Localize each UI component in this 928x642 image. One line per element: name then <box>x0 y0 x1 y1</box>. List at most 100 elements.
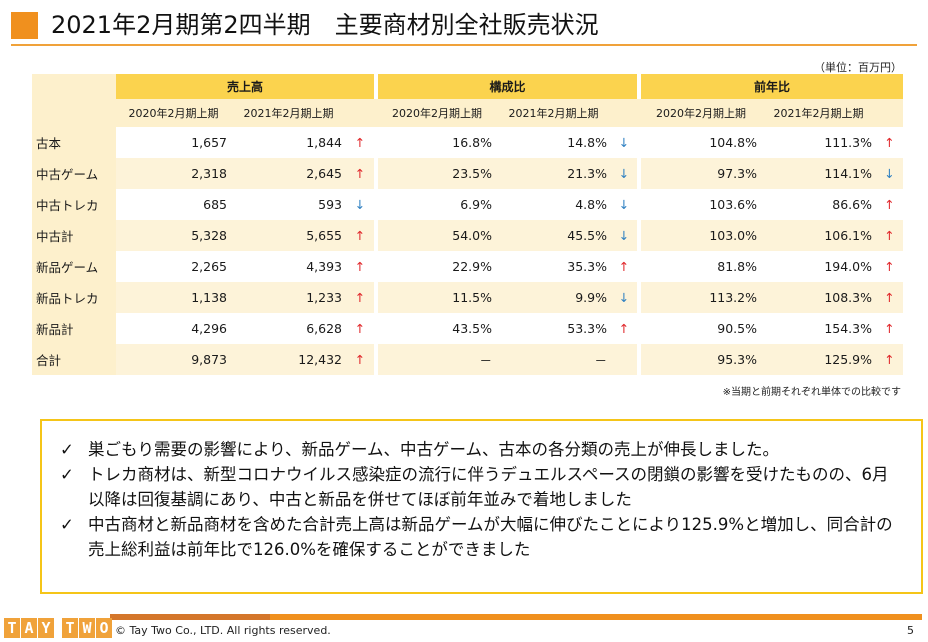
header-blank-cell <box>32 74 116 99</box>
title-accent-square <box>11 12 38 39</box>
composition-2020: 23.5% <box>378 158 496 189</box>
sales-trend-icon: ↑ <box>346 344 374 375</box>
subheader-comp-2021: 2021年2月期上期 <box>496 99 611 127</box>
composition-2021: 4.8% <box>496 189 611 220</box>
unit-note: （単位：百万円） <box>814 61 902 74</box>
sales-2021: 1,844 <box>231 127 346 158</box>
page-title: 2021年2月期第2四半期 主要商材別全社販売状況 <box>51 11 599 39</box>
row-label: 新品計 <box>32 313 116 344</box>
bullet-text: 中古商材と新品商材を含めた合計売上高は新品ゲームが大幅に伸びたことにより125.… <box>88 515 893 559</box>
sales-2021: 6,628 <box>231 313 346 344</box>
yoy-trend-icon: ↑ <box>876 344 903 375</box>
bullet-text: トレカ商材は、新型コロナウイルス感染症の流行に伴うデュエルスペースの閉鎖の影響を… <box>88 465 889 509</box>
row-label: 古本 <box>32 127 116 158</box>
check-icon: ✓ <box>60 465 74 484</box>
yoy-trend-icon: ↑ <box>876 282 903 313</box>
footnote: ※当期と前期それぞれ単体での比較です <box>722 387 901 398</box>
sales-2021: 2,645 <box>231 158 346 189</box>
sales-trend-icon: ↑ <box>346 251 374 282</box>
yoy-2021: 125.9% <box>761 344 876 375</box>
sales-2021: 1,233 <box>231 282 346 313</box>
yoy-2021: 194.0% <box>761 251 876 282</box>
yoy-2020: 95.3% <box>641 344 761 375</box>
sales-2020: 4,296 <box>116 313 231 344</box>
composition-trend-icon: ↓ <box>611 127 637 158</box>
row-label: 合計 <box>32 344 116 375</box>
sales-2021: 593 <box>231 189 346 220</box>
yoy-trend-icon: ↑ <box>876 251 903 282</box>
composition-2020: 43.5% <box>378 313 496 344</box>
logo-letter: Y <box>38 618 54 638</box>
sales-trend-icon: ↑ <box>346 220 374 251</box>
sales-trend-icon: ↑ <box>346 158 374 189</box>
row-label: 中古トレカ <box>32 189 116 220</box>
header-composition: 構成比 <box>378 74 637 99</box>
check-icon: ✓ <box>60 440 74 459</box>
composition-trend-icon: ↓ <box>611 189 637 220</box>
sales-2020: 5,328 <box>116 220 231 251</box>
yoy-2021: 86.6% <box>761 189 876 220</box>
composition-2021: 9.9% <box>496 282 611 313</box>
composition-trend-icon: ↓ <box>611 220 637 251</box>
slide-header: 2021年2月期第2四半期 主要商材別全社販売状況 <box>11 9 917 46</box>
yoy-2020: 113.2% <box>641 282 761 313</box>
sales-2020: 685 <box>116 189 231 220</box>
footer-bar <box>110 614 922 620</box>
logo-letter: W <box>79 618 95 638</box>
bullet-text: 巣ごもり需要の影響により、新品ゲーム、中古ゲーム、古本の各分類の売上が伸長しまし… <box>88 440 780 459</box>
composition-2021: 21.3% <box>496 158 611 189</box>
logo-letter: A <box>21 618 37 638</box>
yoy-2020: 103.6% <box>641 189 761 220</box>
table-row: 合計 9,873 12,432 ↑ －－ 95.3% 125.9% ↑ <box>32 344 903 375</box>
table-row: 中古計 5,328 5,655 ↑ 54.0% 45.5% ↓ 103.0% 106.1% ↑ <box>32 220 903 251</box>
yoy-trend-icon: ↑ <box>876 313 903 344</box>
sales-trend-icon: ↑ <box>346 282 374 313</box>
summary-box: ✓ 巣ごもり需要の影響により、新品ゲーム、中古ゲーム、古本の各分類の売上が伸長し… <box>40 419 923 594</box>
composition-trend-icon: ↓ <box>611 158 637 189</box>
yoy-2020: 90.5% <box>641 313 761 344</box>
composition-2020: 54.0% <box>378 220 496 251</box>
table-row: 中古トレカ 685 593 ↓ 6.9% 4.8% ↓ 103.6% 86.6% ↑ <box>32 189 903 220</box>
composition-trend-icon: ↑ <box>611 251 637 282</box>
yoy-2020: 97.3% <box>641 158 761 189</box>
yoy-2020: 81.8% <box>641 251 761 282</box>
yoy-2020: 103.0% <box>641 220 761 251</box>
sales-2020: 2,318 <box>116 158 231 189</box>
page-number: 5 <box>907 624 914 637</box>
table-sub-header-row: 2020年2月期上期 2021年2月期上期 2020年2月期上期 2021年2月… <box>32 99 903 127</box>
composition-trend-icon <box>611 344 637 375</box>
composition-2021: 45.5% <box>496 220 611 251</box>
yoy-trend-icon: ↓ <box>876 158 903 189</box>
subheader-yoy-2020: 2020年2月期上期 <box>641 99 761 127</box>
table-row: 新品トレカ 1,138 1,233 ↑ 11.5% 9.9% ↓ 113.2% 108.3% ↑ <box>32 282 903 313</box>
check-icon: ✓ <box>60 515 74 534</box>
table-row: 新品ゲーム 2,265 4,393 ↑ 22.9% 35.3% ↑ 81.8% 194.0% ↑ <box>32 251 903 282</box>
row-label: 中古ゲーム <box>32 158 116 189</box>
composition-2021: 35.3% <box>496 251 611 282</box>
composition-2020: 11.5% <box>378 282 496 313</box>
yoy-trend-icon: ↑ <box>876 189 903 220</box>
yoy-trend-icon: ↑ <box>876 220 903 251</box>
composition-trend-icon: ↑ <box>611 313 637 344</box>
subheader-comp-2020: 2020年2月期上期 <box>378 99 496 127</box>
subheader-sales-2021: 2021年2月期上期 <box>231 99 346 127</box>
logo-letter: T <box>62 618 78 638</box>
yoy-2021: 154.3% <box>761 313 876 344</box>
yoy-2021: 111.3% <box>761 127 876 158</box>
subheader-sales-2020: 2020年2月期上期 <box>116 99 231 127</box>
yoy-2020: 104.8% <box>641 127 761 158</box>
sales-2020: 9,873 <box>116 344 231 375</box>
table-row: 古本 1,657 1,844 ↑ 16.8% 14.8% ↓ 104.8% 111.3% ↑ <box>32 127 903 158</box>
sales-2020: 2,265 <box>116 251 231 282</box>
composition-2020: － <box>378 344 496 375</box>
footer-bar-accent <box>110 614 270 620</box>
composition-2020: 22.9% <box>378 251 496 282</box>
company-logo: T A Y T W O <box>4 618 112 640</box>
copyright: © Tay Two Co., LTD. All rights reserved. <box>115 624 331 637</box>
yoy-2021: 114.1% <box>761 158 876 189</box>
table-group-header-row: 売上高 構成比 前年比 <box>32 74 903 99</box>
sales-table: 売上高 構成比 前年比 2020年2月期上期 2021年2月期上期 2020年2… <box>32 74 903 375</box>
row-label: 新品ゲーム <box>32 251 116 282</box>
sales-2020: 1,138 <box>116 282 231 313</box>
title-underline <box>11 44 917 46</box>
